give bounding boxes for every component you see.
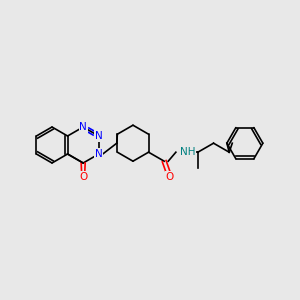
Text: NH: NH [180,147,195,157]
Text: N: N [95,149,103,159]
Text: O: O [166,172,174,182]
Text: N: N [79,122,87,132]
Text: O: O [79,172,87,182]
Text: N: N [95,131,103,141]
